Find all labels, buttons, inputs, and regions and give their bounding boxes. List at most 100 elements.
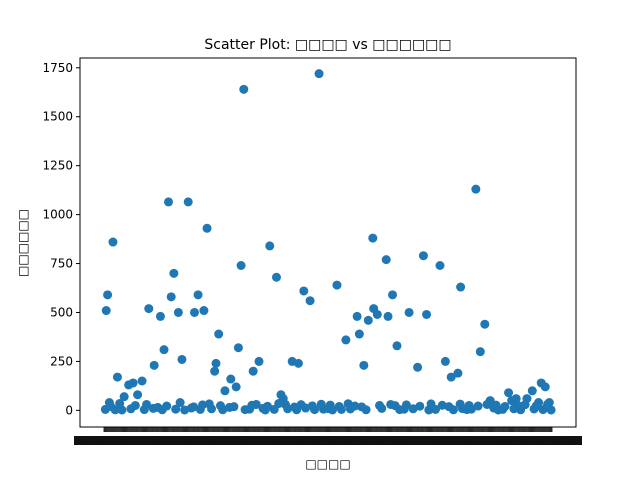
scatter-point [527, 386, 537, 396]
x-tick-label-glyph [392, 436, 397, 445]
scatter-point [418, 251, 428, 261]
x-tick-label-glyph [442, 436, 447, 445]
x-tick-label-glyph [200, 436, 204, 445]
x-tick-label-glyph [389, 436, 393, 445]
x-tick-label-glyph [303, 436, 308, 445]
scatter-point [491, 400, 501, 410]
x-tick-label-glyph [426, 436, 431, 445]
x-tick-label-glyph [165, 436, 170, 445]
x-tick-label-glyph [423, 436, 428, 445]
x-tick-label-glyph [338, 436, 343, 445]
x-tick-label-glyph [316, 436, 321, 445]
x-tick-label-glyph [411, 436, 416, 445]
x-tick-label-glyph [401, 436, 406, 445]
x-tick-label-glyph [505, 436, 510, 445]
scatter-point [263, 401, 273, 411]
x-tick-label-glyph [370, 436, 375, 445]
x-tick-label-glyph [159, 436, 164, 445]
x-tick-label-glyph [244, 436, 249, 445]
x-tick-label-glyph [492, 436, 497, 445]
scatter-point [173, 307, 183, 317]
x-tick-label-glyph [209, 436, 214, 445]
x-tick-label-glyph [89, 436, 94, 445]
x-tick-label-glyph [215, 436, 220, 445]
x-tick-label-glyph [269, 436, 274, 445]
x-tick-label-glyph [272, 436, 277, 445]
x-tick-label-glyph [203, 436, 208, 445]
x-tick-label-glyph [177, 436, 182, 445]
y-tick-label: 250 [50, 354, 73, 368]
x-tick-label-glyph [521, 436, 526, 445]
x-tick-label-glyph [140, 436, 145, 445]
y-tick-label: 1000 [42, 208, 73, 222]
x-tick-label-glyph [414, 436, 419, 445]
x-tick-label-glyph [470, 436, 475, 445]
scatter-point [171, 404, 181, 414]
x-tick-label-glyph [417, 436, 422, 445]
x-tick-label-glyph [366, 436, 371, 445]
x-tick-label-glyph [146, 436, 151, 445]
scatter-point [162, 401, 172, 411]
scatter-point [198, 400, 208, 410]
scatter-point [404, 307, 414, 317]
x-tick-label-glyph [206, 436, 211, 445]
x-tick-label-glyph [571, 436, 576, 445]
x-axis [74, 427, 582, 445]
x-tick-label-glyph [263, 436, 267, 445]
scatter-point [220, 386, 230, 396]
y-tick-label: 750 [50, 257, 73, 271]
x-tick-label-glyph [395, 436, 400, 445]
x-tick-label-glyph [379, 436, 384, 445]
x-tick-label-glyph [121, 436, 126, 445]
x-tick-label-glyph [578, 436, 582, 445]
scatter-point [293, 358, 303, 368]
x-tick-label-glyph [455, 436, 460, 445]
chart-title: Scatter Plot: □□□□ vs □□□□□□ [204, 37, 451, 53]
scatter-point [189, 307, 199, 317]
scatter-point [352, 311, 362, 321]
x-tick-label-glyph [174, 436, 179, 445]
x-tick-label-glyph [458, 436, 463, 445]
scatter-point [357, 402, 367, 412]
x-tick-label-glyph [486, 436, 491, 445]
scatter-point [239, 84, 249, 94]
scatter-point [354, 329, 364, 339]
x-tick-label-glyph [477, 436, 482, 445]
scatter-point [183, 197, 193, 207]
scatter-point [543, 399, 553, 409]
x-tick-label-glyph [307, 436, 312, 445]
x-tick-label-glyph [74, 436, 78, 445]
x-tick-label-glyph [385, 436, 390, 445]
x-tick-label-glyph [344, 436, 349, 445]
scatter-point [316, 399, 326, 409]
scatter-point [381, 255, 391, 265]
x-tick-label-glyph [259, 436, 264, 445]
x-tick-label-glyph [171, 436, 176, 445]
scatter-point [108, 237, 118, 247]
x-tick-label-glyph [341, 436, 346, 445]
x-tick-label-glyph [508, 436, 513, 445]
scatter-point [169, 268, 179, 278]
scatter-point [106, 401, 116, 411]
x-tick-label-glyph [574, 436, 579, 445]
x-tick-label-glyph [196, 436, 201, 445]
scatter-point [332, 280, 342, 290]
scatter-point [112, 372, 122, 382]
scatter-point [175, 398, 185, 408]
x-tick-label-glyph [108, 436, 113, 445]
x-tick-label-glyph [118, 436, 123, 445]
scatter-point [274, 399, 284, 409]
scatter-point [211, 358, 221, 368]
data-points [100, 69, 556, 415]
x-tick-label-glyph [250, 436, 255, 445]
x-tick-label-glyph [433, 436, 438, 445]
x-tick-label-glyph [77, 436, 82, 445]
x-tick-label-glyph [562, 436, 567, 445]
x-tick-label-glyph [310, 436, 315, 445]
x-tick-label-glyph [168, 436, 173, 445]
scatter-point [520, 400, 530, 410]
x-tick-label-glyph [543, 436, 548, 445]
scatter-point [265, 241, 275, 251]
scatter-point [193, 290, 203, 300]
